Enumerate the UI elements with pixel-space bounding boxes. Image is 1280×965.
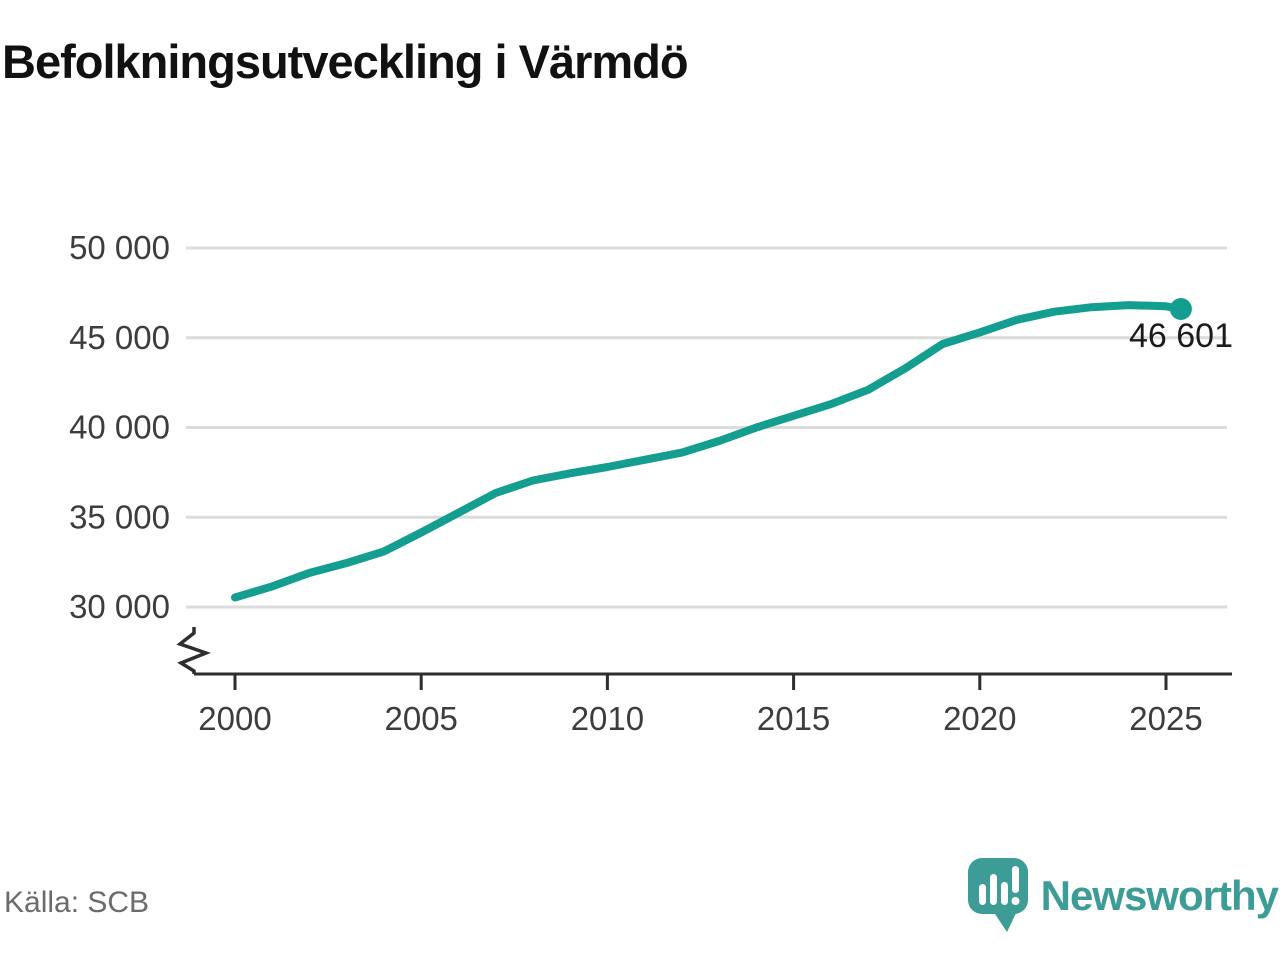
x-axis-tick-label: 2005 [384,700,457,737]
x-axis-tick-label: 2010 [571,700,644,737]
x-axis-tick-label: 2025 [1129,700,1202,737]
page-title: Befolkningsutveckling i Värmdö [2,35,689,88]
population-line [231,301,1185,602]
x-axis-tick-label: 2020 [943,700,1016,737]
newsworthy-logo-icon [967,858,1028,932]
series-end-dot [1169,298,1192,321]
source-note: Källa: SCB [4,886,150,919]
series-end-value-label: 46 601 [1129,317,1233,355]
x-axis-tick-label: 2015 [757,700,830,737]
y-axis-tick-label: 45 000 [69,319,170,356]
y-axis-tick-label: 40 000 [69,409,170,446]
y-axis-tick-label: 30 000 [69,588,170,625]
x-axis-tick-label: 2000 [198,700,271,737]
axis-break-icon [176,627,212,674]
brand-name: Newsworthy [1040,872,1279,919]
y-axis-tick-label: 35 000 [69,498,170,535]
newsworthy-brand: Newsworthy [967,854,1279,938]
y-axis-tick-label: 50 000 [69,229,170,266]
